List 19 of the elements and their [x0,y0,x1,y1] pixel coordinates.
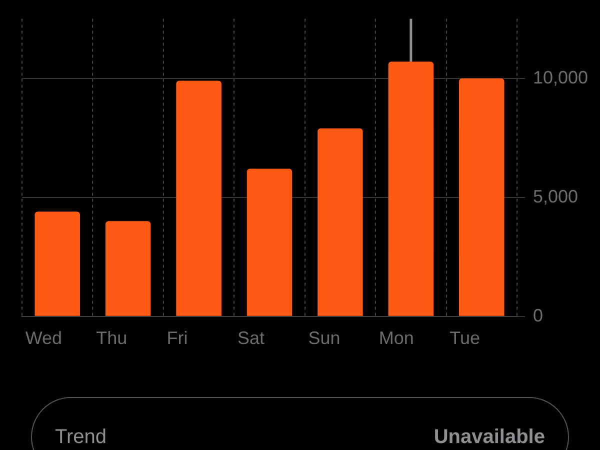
bar [318,128,363,316]
x-tick-label: Tue [450,328,480,348]
y-tick-label: 5,000 [533,186,578,206]
y-tick-label: 0 [533,305,544,326]
x-tick-label: Fri [166,328,188,348]
bar [105,221,151,316]
x-tick-label: Thu [96,328,128,348]
bar [176,80,222,316]
text: Trend [55,426,107,449]
x-tick-label: Sun [308,328,340,348]
bar [34,212,80,316]
bar [388,62,434,316]
x-tick-label: Sat [238,328,265,348]
y-tick-label: 10,000 [533,67,588,88]
text: Unavailable [434,426,545,449]
bar [246,168,292,316]
x-tick-label: Mon [378,328,414,348]
x-tick-label: Wed [25,328,62,348]
bar [459,78,504,316]
